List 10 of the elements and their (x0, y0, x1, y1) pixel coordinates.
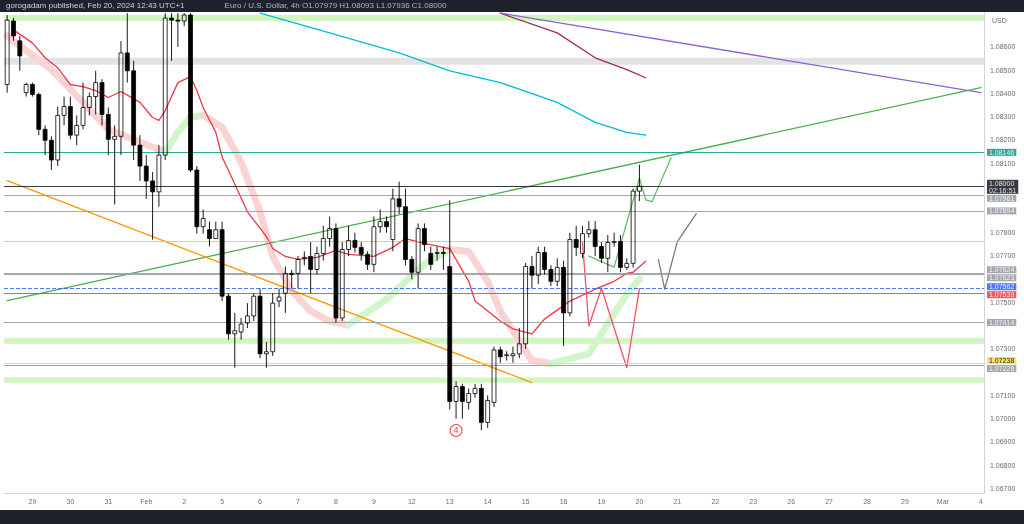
line-series (588, 157, 672, 268)
line-series (657, 213, 697, 290)
chart-subtitle: Euro / U.S. Dollar, 4h O1.07979 H1.08093 L1.07936 C1.08000 (224, 1, 447, 10)
chart-title: gorogadam published, Feb 20, 2024 12:43 UTC+1 (6, 1, 185, 10)
line-series (259, 12, 647, 136)
candlestick (276, 288, 282, 308)
annotation: 4 (453, 425, 459, 436)
line-series (499, 12, 647, 79)
candlestick (200, 209, 206, 235)
candlestick (17, 35, 23, 72)
